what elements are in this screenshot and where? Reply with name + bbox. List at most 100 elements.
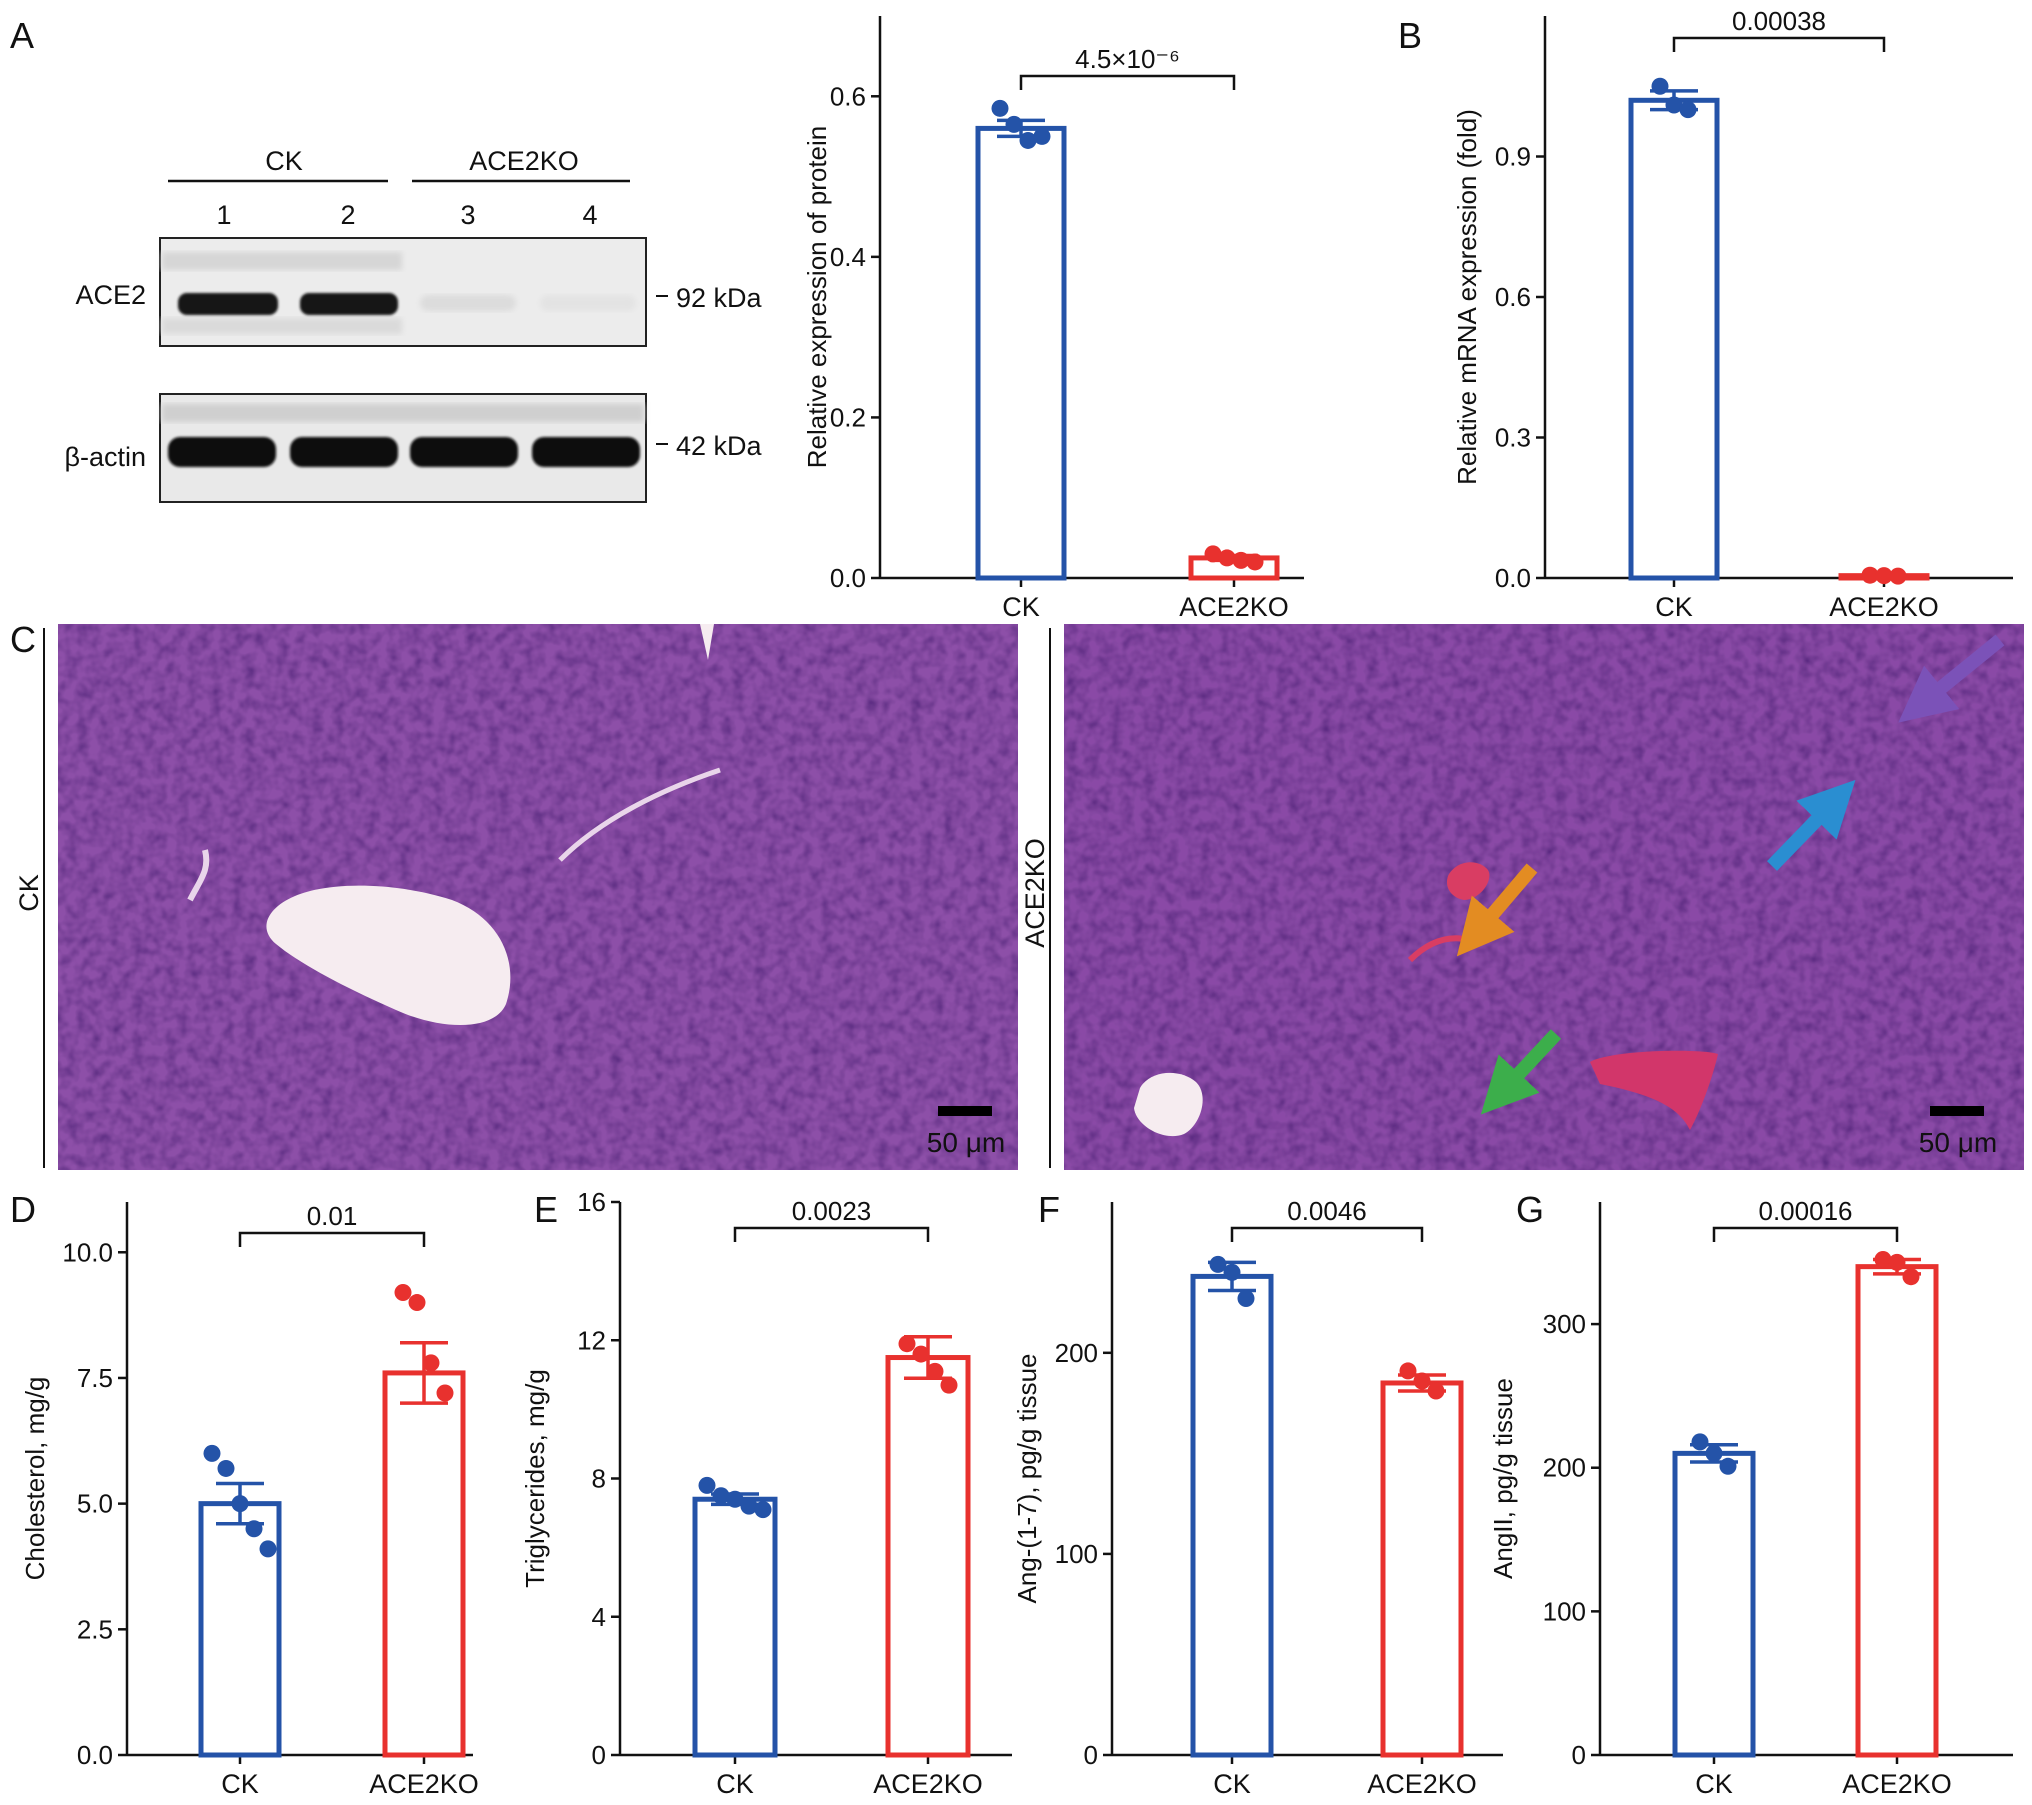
y-axis-label: Cholesterol, mg/g xyxy=(20,1377,50,1581)
bar-ck xyxy=(975,125,1067,581)
panel-letter-a: A xyxy=(10,15,34,56)
data-point xyxy=(712,1487,730,1505)
y-tick-label: 0.4 xyxy=(830,242,866,272)
significance-bracket xyxy=(238,1231,426,1247)
p-value: 0.00038 xyxy=(1732,6,1826,36)
bar-ck xyxy=(692,1496,778,1758)
y-tick-label: 0.9 xyxy=(1495,142,1531,172)
bar-ck xyxy=(1628,97,1720,581)
blot-marker-42kda: 42 kDa xyxy=(676,431,763,461)
y-tick-label: 0.6 xyxy=(1495,282,1531,312)
y-tick-label: 8 xyxy=(592,1464,606,1494)
data-point xyxy=(754,1501,772,1519)
data-point xyxy=(991,99,1009,117)
data-point xyxy=(231,1495,249,1513)
orange-arrow xyxy=(1456,863,1538,957)
y-tick-label: 4 xyxy=(592,1602,606,1632)
y-tick-label: 10.0 xyxy=(62,1237,113,1267)
chart-b: 0.0 0.3 0.6 0.9 Relative mRNA expression (fo… xyxy=(1452,6,2013,622)
x-tick-label: CK xyxy=(1655,592,1693,622)
scale-bar-ace2ko xyxy=(1930,1106,1984,1116)
panel-letter-f: F xyxy=(1038,1189,1060,1230)
y-axis-label: Ang-(1-7), pg/g tissue xyxy=(1012,1353,1042,1603)
blot-band-actin-lane2 xyxy=(290,437,398,467)
x-tick-label: CK xyxy=(716,1769,754,1799)
data-point xyxy=(1861,566,1879,584)
histology-image-ck xyxy=(58,624,1018,1170)
bar-ace2ko xyxy=(1855,1264,1939,1758)
data-point xyxy=(203,1444,221,1462)
chart-f: 0 100 200 Ang-(1-7), pg/g tissue CK ACE2KO 0.0… xyxy=(1012,1196,1503,1799)
bar-ace2ko xyxy=(885,1355,971,1758)
panel-letter-c: C xyxy=(10,619,36,660)
panel-letter-b: B xyxy=(1398,15,1422,56)
histology-label-ace2ko: ACE2KO xyxy=(1020,838,1050,948)
data-point xyxy=(912,1345,930,1363)
data-point xyxy=(1651,77,1669,95)
data-point xyxy=(259,1540,277,1558)
y-tick-label: 2.5 xyxy=(77,1614,113,1644)
data-point xyxy=(1874,1250,1892,1268)
y-tick-label: 0.6 xyxy=(830,81,866,111)
panel-letter-e: E xyxy=(534,1189,558,1230)
p-value: 0.0023 xyxy=(792,1196,872,1226)
blot-group-ck: CK xyxy=(265,146,303,176)
y-axis-label: AngII, pg/g tissue xyxy=(1488,1378,1518,1579)
y-tick-label: 12 xyxy=(577,1325,606,1355)
data-point xyxy=(394,1283,412,1301)
x-tick-label: CK xyxy=(1695,1769,1733,1799)
chart-e: 0 4 8 12 16 Triglycerides, mg/g CK ACE2KO 0.0023 xyxy=(520,1187,1012,1799)
bar-ace2ko xyxy=(382,1370,466,1758)
data-point xyxy=(1705,1444,1723,1462)
western-blot: CK ACE2KO 1 2 3 4 ACE2 92 kDa β-actin 42… xyxy=(64,146,763,503)
data-point xyxy=(726,1490,744,1508)
scale-bar-ck xyxy=(938,1106,992,1116)
significance-bracket xyxy=(1230,1226,1424,1242)
x-tick-label: CK xyxy=(1002,592,1040,622)
histology-panel: CK 50 μm ACE2KO 50 μm xyxy=(14,624,2024,1170)
data-point xyxy=(217,1459,235,1477)
significance-bracket xyxy=(733,1226,930,1242)
hemorrhage-2 xyxy=(1590,1050,1718,1130)
y-tick-label: 0 xyxy=(1084,1740,1098,1770)
data-point xyxy=(940,1376,958,1394)
data-point xyxy=(898,1335,916,1353)
data-point xyxy=(422,1354,440,1372)
data-point xyxy=(1691,1433,1709,1451)
bar-charts: 0.0 0.2 0.4 0.6 Relative expression of prote… xyxy=(20,6,2013,1799)
y-tick-label: 0.0 xyxy=(830,563,866,593)
y-tick-label: 300 xyxy=(1543,1309,1586,1339)
y-tick-label: 100 xyxy=(1543,1596,1586,1626)
blot-band-actin-lane4 xyxy=(532,437,640,467)
data-point xyxy=(245,1520,263,1538)
central-vein-ace2ko xyxy=(1134,1072,1203,1137)
green-arrow xyxy=(1480,1029,1562,1115)
data-point xyxy=(1223,1263,1241,1281)
blot-label-beta-actin: β-actin xyxy=(64,442,146,472)
data-point xyxy=(926,1362,944,1380)
data-point xyxy=(1889,567,1907,585)
bar-ck xyxy=(1190,1273,1274,1758)
data-point xyxy=(1719,1457,1737,1475)
blot-lane-1: 1 xyxy=(216,200,231,230)
blot-band-ace2-lane3 xyxy=(420,295,516,311)
p-value: 0.00016 xyxy=(1759,1196,1853,1226)
data-point xyxy=(1875,567,1893,585)
data-point xyxy=(1204,545,1222,563)
blot-band-actin-lane1 xyxy=(168,437,276,467)
blue-arrow xyxy=(1766,779,1856,871)
scale-label-ck: 50 μm xyxy=(927,1127,1005,1158)
data-point xyxy=(1019,131,1037,149)
data-point xyxy=(436,1384,454,1402)
panel-letter-d: D xyxy=(10,1189,36,1230)
x-tick-label: ACE2KO xyxy=(1829,592,1939,622)
data-point xyxy=(1246,553,1264,571)
data-point xyxy=(1399,1362,1417,1380)
data-point xyxy=(1232,551,1250,569)
y-tick-label: 7.5 xyxy=(77,1363,113,1393)
blot-band-ace2-lane2 xyxy=(300,293,398,315)
data-point xyxy=(408,1294,426,1312)
blot-band-ace2-lane4 xyxy=(540,295,636,311)
data-point xyxy=(1902,1268,1920,1286)
